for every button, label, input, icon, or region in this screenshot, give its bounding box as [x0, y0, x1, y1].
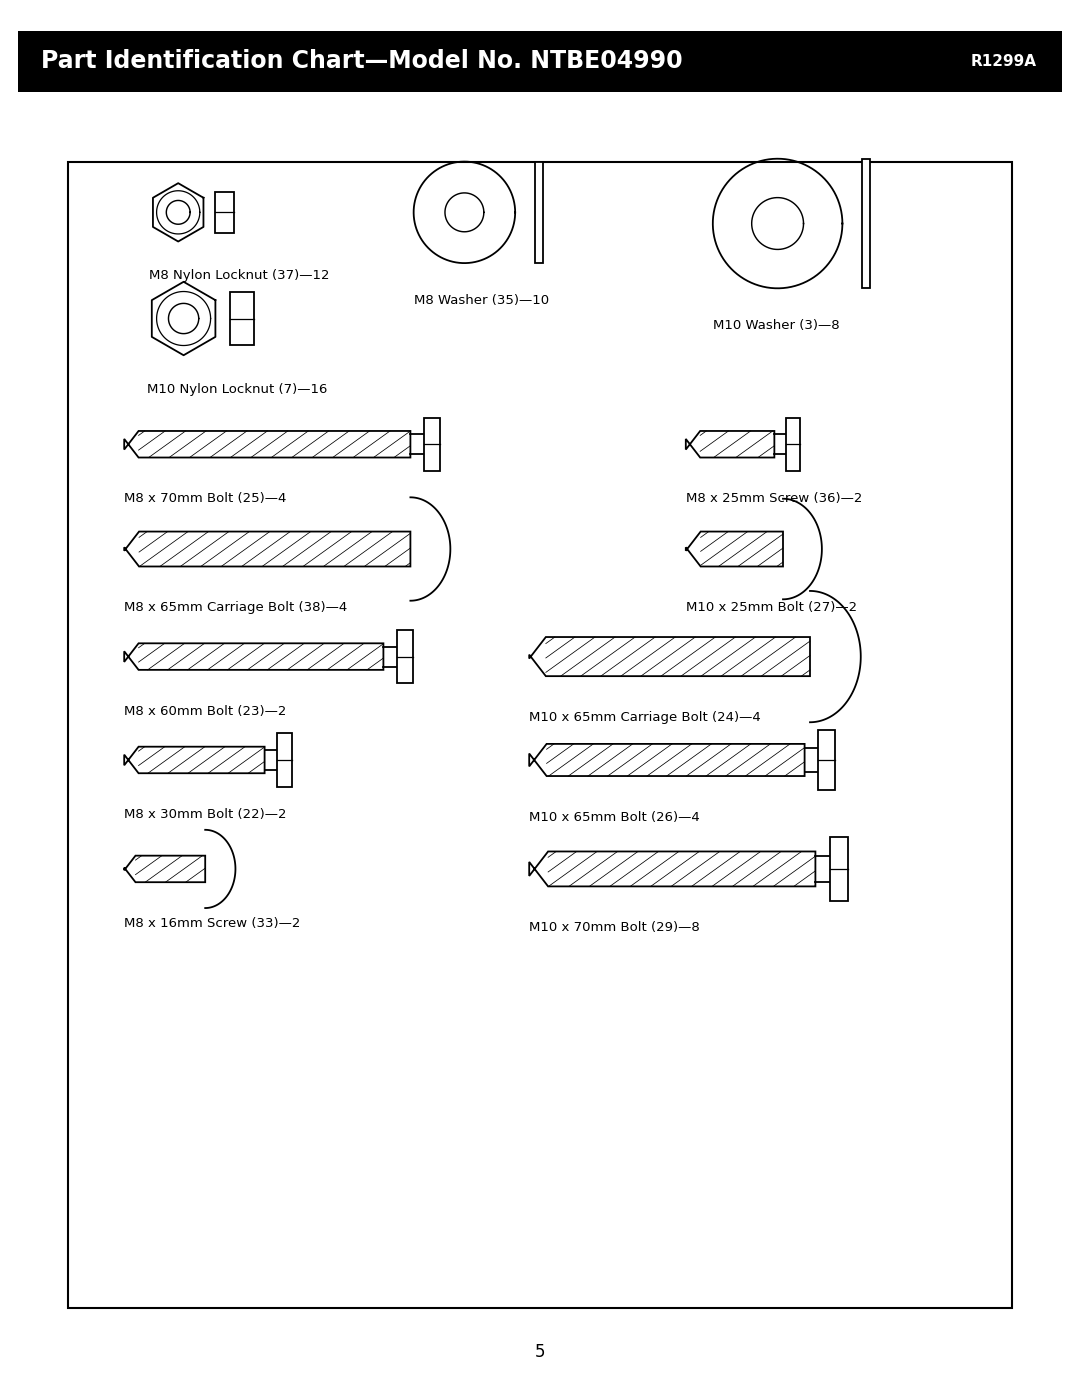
Text: M10 x 25mm Bolt (27)—2: M10 x 25mm Bolt (27)—2 [686, 601, 856, 615]
Text: M8 x 30mm Bolt (22)—2: M8 x 30mm Bolt (22)—2 [124, 807, 286, 821]
Text: M8 x 25mm Screw (36)—2: M8 x 25mm Screw (36)—2 [686, 492, 862, 506]
Bar [18, 31, 1062, 92]
Text: M10 x 65mm Carriage Bolt (24)—4: M10 x 65mm Carriage Bolt (24)—4 [529, 711, 761, 724]
Bar [863, 159, 870, 288]
Text: M8 x 16mm Screw (33)—2: M8 x 16mm Screw (33)—2 [124, 918, 300, 930]
Polygon shape [529, 851, 815, 887]
Bar [396, 630, 413, 683]
Polygon shape [529, 637, 810, 676]
Bar [536, 162, 542, 263]
Bar [786, 418, 800, 471]
Polygon shape [124, 432, 410, 457]
Bar [819, 729, 835, 791]
Text: M10 x 65mm Bolt (26)—4: M10 x 65mm Bolt (26)—4 [529, 810, 700, 824]
Polygon shape [686, 532, 783, 567]
Polygon shape [686, 432, 774, 457]
Text: 5: 5 [535, 1344, 545, 1361]
Text: Part Identification Chart—Model No. NTBE04990: Part Identification Chart—Model No. NTBE… [41, 49, 683, 74]
Bar [215, 191, 234, 233]
Text: M8 Nylon Locknut (37)—12: M8 Nylon Locknut (37)—12 [149, 270, 329, 282]
Text: R1299A: R1299A [971, 54, 1037, 68]
Text: M8 Washer (35)—10: M8 Washer (35)—10 [414, 293, 549, 307]
Text: M10 x 70mm Bolt (29)—8: M10 x 70mm Bolt (29)—8 [529, 922, 700, 935]
Polygon shape [124, 855, 205, 883]
Text: M10 Washer (3)—8: M10 Washer (3)—8 [713, 319, 839, 332]
Text: M10 Nylon Locknut (7)—16: M10 Nylon Locknut (7)—16 [147, 383, 327, 397]
Bar [68, 162, 1012, 1308]
Text: M8 x 60mm Bolt (23)—2: M8 x 60mm Bolt (23)—2 [124, 704, 286, 718]
Polygon shape [124, 532, 410, 567]
Polygon shape [529, 743, 805, 777]
Bar [423, 418, 440, 471]
Bar [276, 733, 292, 787]
Bar [829, 837, 848, 901]
Polygon shape [124, 643, 383, 669]
Bar [230, 292, 254, 345]
Text: M8 x 65mm Carriage Bolt (38)—4: M8 x 65mm Carriage Bolt (38)—4 [124, 601, 348, 615]
Polygon shape [124, 746, 265, 774]
Text: M8 x 70mm Bolt (25)—4: M8 x 70mm Bolt (25)—4 [124, 492, 286, 506]
